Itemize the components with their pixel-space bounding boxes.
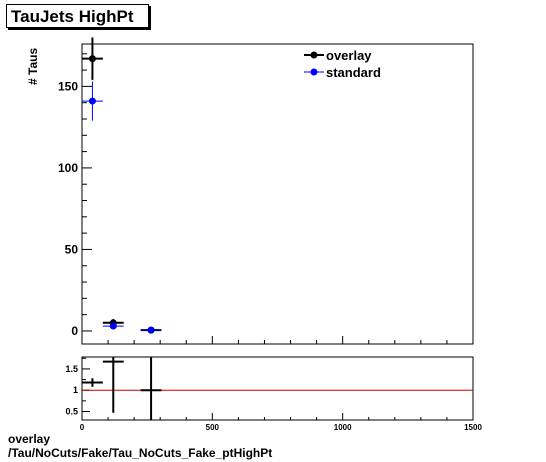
ratio-x-tick-label: 1500 — [464, 423, 482, 432]
marker — [109, 322, 117, 330]
point-standard — [82, 81, 103, 121]
ratio-point — [102, 357, 124, 413]
legend-item-overlay: overlay — [304, 48, 372, 63]
y-tick-label: 150 — [58, 79, 78, 93]
ratio-y-tick-label: 0.5 — [65, 406, 78, 416]
y-tick-label: 50 — [65, 242, 79, 256]
main-y-axis: 0 50 100 150 — [58, 53, 92, 338]
ratio-point — [82, 378, 103, 387]
point-overlay — [82, 37, 103, 80]
ratio-data-points — [82, 357, 473, 420]
marker — [88, 97, 96, 105]
legend-label: standard — [326, 65, 381, 80]
ratio-frame-border — [81, 356, 474, 421]
ratio-point — [140, 357, 162, 420]
legend-label: overlay — [326, 48, 372, 63]
ratio-y-tick-label: 1 — [73, 385, 78, 395]
point-standard — [102, 322, 124, 330]
marker — [88, 55, 96, 63]
main-plot-frame — [81, 43, 474, 345]
point-standard — [140, 326, 162, 334]
ratio-plot-frame — [81, 356, 474, 421]
ratio-x-tick-label: 1000 — [334, 423, 352, 432]
footer-label: overlay — [8, 432, 51, 446]
footer-path: /Tau/NoCuts/Fake/Tau_NoCuts_Fake_ptHighP… — [8, 446, 273, 460]
legend: overlay standard — [304, 48, 381, 80]
ratio-axes: 0.5 1 1.5 0 500 1000 1500 — [65, 357, 482, 432]
legend-marker — [310, 68, 318, 76]
legend-marker — [310, 51, 318, 59]
y-axis-label: # Taus — [26, 48, 40, 85]
marker — [147, 326, 155, 334]
main-frame-border — [81, 43, 474, 345]
legend-item-standard: standard — [304, 65, 381, 80]
y-tick-label: 100 — [58, 161, 78, 175]
main-x-axis — [81, 336, 474, 344]
ratio-x-tick-label: 0 — [80, 423, 85, 432]
main-data-points — [82, 37, 162, 334]
plot-title: TauJets HighPt — [6, 4, 149, 28]
y-tick-label: 0 — [71, 324, 78, 338]
ratio-y-tick-label: 1.5 — [65, 364, 78, 374]
ratio-x-tick-label: 500 — [206, 423, 220, 432]
